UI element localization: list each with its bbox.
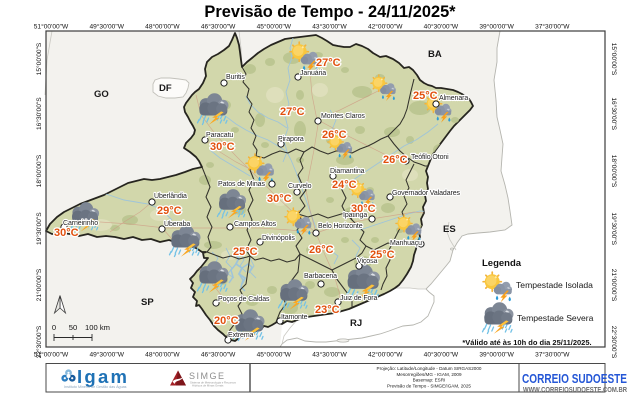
svg-text:Tempestade Severa: Tempestade Severa (517, 313, 594, 323)
svg-text:26°C: 26°C (383, 154, 408, 166)
svg-text:29°C: 29°C (157, 205, 182, 217)
svg-text:19°30'00"S: 19°30'00"S (35, 212, 43, 245)
svg-text:39°00'00"W: 39°00'00"W (479, 351, 514, 359)
svg-text:46°30'00"W: 46°30'00"W (201, 351, 236, 359)
svg-text:42°00'00"W: 42°00'00"W (368, 351, 403, 359)
svg-text:Divinópolis: Divinópolis (262, 235, 295, 242)
svg-text:42°00'00"W: 42°00'00"W (368, 23, 403, 31)
svg-text:45°00'00"W: 45°00'00"W (257, 351, 292, 359)
svg-text:16°30'00"S: 16°30'00"S (35, 97, 43, 130)
svg-text:Sistema de Meteorologia e Recu: Sistema de Meteorologia e Recursos (190, 381, 236, 385)
svg-text:21°00'00"S: 21°00'00"S (35, 268, 43, 301)
svg-text:20°C: 20°C (214, 315, 239, 327)
svg-text:ES: ES (443, 224, 456, 235)
svg-text:Previsão de Tempo - SIMGE/IGAM: Previsão de Tempo - SIMGE/IGAM, 2025 (387, 384, 471, 389)
svg-text:Extrema: Extrema (228, 332, 254, 339)
svg-text:23°C: 23°C (315, 304, 340, 316)
svg-text:Paracatu: Paracatu (206, 132, 233, 139)
svg-text:30°C: 30°C (351, 203, 376, 215)
svg-text:22°30'00"S: 22°30'00"S (35, 325, 43, 358)
svg-text:Basemap: ESRI: Basemap: ESRI (413, 378, 446, 383)
svg-text:43°30'00"W: 43°30'00"W (312, 23, 347, 31)
svg-text:18°00'00"S: 18°00'00"S (35, 154, 43, 187)
svg-text:Curvelo: Curvelo (288, 183, 312, 190)
svg-text:48°00'00"W: 48°00'00"W (145, 351, 180, 359)
svg-text:30°C: 30°C (267, 193, 292, 205)
svg-text:Campos Altos: Campos Altos (234, 221, 277, 228)
svg-text:Buritis: Buritis (226, 74, 245, 81)
svg-text:50: 50 (69, 323, 77, 332)
svg-text:30°C: 30°C (210, 141, 235, 153)
svg-text:19°30'00"S: 19°30'00"S (610, 212, 618, 245)
svg-text:GO: GO (94, 89, 109, 100)
svg-text:37°30'00"W: 37°30'00"W (535, 351, 570, 359)
svg-text:26°C: 26°C (309, 244, 334, 256)
svg-text:48°00'00"W: 48°00'00"W (145, 23, 180, 31)
svg-text:Hídricos de Minas Gerais: Hídricos de Minas Gerais (192, 384, 224, 388)
svg-text:16°30'00"S: 16°30'00"S (610, 97, 618, 130)
svg-text:Mesorregiões/MG - IGAM, 2009: Mesorregiões/MG - IGAM, 2009 (396, 372, 462, 377)
svg-text:51°00'00"W: 51°00'00"W (34, 351, 69, 359)
svg-text:26°C: 26°C (322, 129, 347, 141)
svg-text:24°C: 24°C (332, 179, 357, 191)
svg-text:Instituto Mineiro de Gestão da: Instituto Mineiro de Gestão das Águas (64, 385, 127, 389)
svg-text:21°00'00"S: 21°00'00"S (610, 269, 618, 302)
svg-text:Poços de Caldas: Poços de Caldas (218, 296, 270, 303)
svg-text:45°00'00"W: 45°00'00"W (257, 23, 292, 31)
svg-text:Diamantina: Diamantina (330, 168, 365, 175)
svg-text:CORREIO SUDOESTE: CORREIO SUDOESTE (522, 372, 627, 386)
svg-text:Teófilo Otoni: Teófilo Otoni (411, 154, 449, 161)
svg-text:27°C: 27°C (316, 57, 341, 69)
svg-text:Manhuaçu: Manhuaçu (390, 240, 422, 247)
svg-text:25°C: 25°C (370, 249, 395, 261)
svg-text:22°30'00"S: 22°30'00"S (610, 326, 618, 359)
svg-text:100 km: 100 km (85, 323, 110, 332)
svg-text:Legenda: Legenda (482, 258, 522, 269)
svg-text:Igam: Igam (77, 366, 127, 387)
svg-text:Barbacena: Barbacena (304, 273, 337, 280)
svg-text:RJ: RJ (350, 318, 362, 329)
svg-text:Governador Valadares: Governador Valadares (392, 190, 461, 197)
svg-text:Juiz de Fora: Juiz de Fora (340, 295, 378, 302)
svg-text:0: 0 (52, 323, 56, 332)
svg-text:43°30'00"W: 43°30'00"W (312, 351, 347, 359)
svg-text:49°30'00"W: 49°30'00"W (89, 351, 124, 359)
svg-text:37°30'00"W: 37°30'00"W (535, 23, 570, 31)
svg-text:40°30'00"W: 40°30'00"W (424, 351, 459, 359)
svg-text:*Válido até às 10h do dia 25/1: *Válido até às 10h do dia 25/11/2025. (462, 338, 591, 347)
svg-text:WWW.CORREIOSUDOESTE.COM.BR: WWW.CORREIOSUDOESTE.COM.BR (523, 385, 627, 394)
svg-text:DF: DF (159, 83, 172, 94)
svg-text:Uberaba: Uberaba (164, 221, 190, 228)
svg-text:30°C: 30°C (54, 227, 79, 239)
svg-text:18°00'00"S: 18°00'00"S (610, 155, 618, 188)
svg-text:27°C: 27°C (280, 106, 305, 118)
svg-text:Almenara: Almenara (439, 95, 468, 102)
svg-text:46°30'00"W: 46°30'00"W (201, 23, 236, 31)
svg-text:Ipatinga: Ipatinga (343, 212, 367, 219)
svg-text:Previsão de Tempo - 24/11/2025: Previsão de Tempo - 24/11/2025* (204, 3, 456, 21)
svg-text:25°C: 25°C (413, 90, 438, 102)
svg-text:40°30'00"W: 40°30'00"W (424, 23, 459, 31)
svg-text:51°00'00"W: 51°00'00"W (34, 23, 69, 31)
svg-text:Belo Horizonte: Belo Horizonte (318, 223, 363, 230)
svg-text:Montes Claros: Montes Claros (321, 113, 365, 120)
svg-text:Viçosa: Viçosa (357, 258, 377, 265)
svg-text:25°C: 25°C (233, 246, 258, 258)
svg-text:Projeção: Latitude/Longitude -: Projeção: Latitude/Longitude - Datum SIR… (377, 366, 482, 371)
svg-text:15°00'00"S: 15°00'00"S (35, 42, 43, 75)
svg-text:15°00'00"S: 15°00'00"S (610, 43, 618, 76)
svg-text:Itamonte: Itamonte (281, 314, 308, 321)
svg-text:Pirapora: Pirapora (278, 136, 304, 143)
svg-text:49°30'00"W: 49°30'00"W (89, 23, 124, 31)
svg-text:BA: BA (428, 49, 442, 60)
svg-text:Carneirinho: Carneirinho (63, 220, 98, 227)
svg-text:39°00'00"W: 39°00'00"W (479, 23, 514, 31)
svg-text:SIMGE: SIMGE (189, 371, 226, 381)
svg-text:Tempestade Isolada: Tempestade Isolada (516, 280, 593, 290)
svg-text:Januária: Januária (300, 70, 326, 77)
svg-text:Uberlândia: Uberlândia (154, 193, 187, 200)
svg-text:Patos de Minas: Patos de Minas (218, 181, 265, 188)
svg-text:SP: SP (141, 297, 154, 308)
